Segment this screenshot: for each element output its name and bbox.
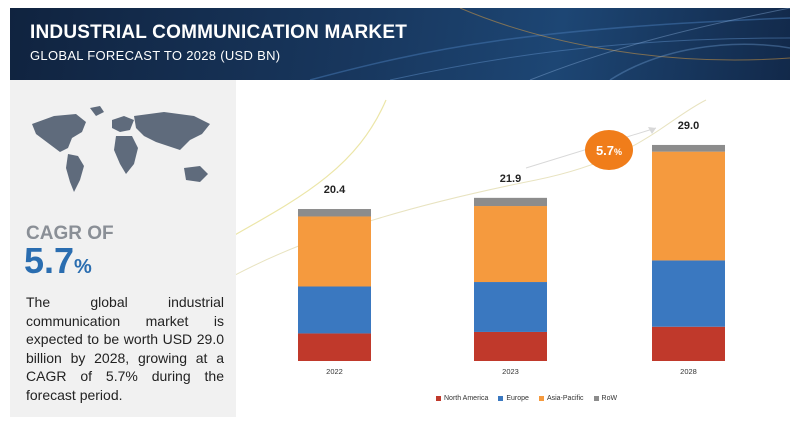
bar-segment-north-america-2023 xyxy=(474,331,547,361)
market-description: The global industrial communication mark… xyxy=(26,294,224,403)
bar-segment-asia-pacific-2023 xyxy=(474,206,547,283)
bar-segment-europe-2028 xyxy=(652,260,725,327)
cagr-number: 5.7 xyxy=(24,240,75,281)
bar-segment-europe-2023 xyxy=(474,282,547,332)
x-tick-label-2022: 2022 xyxy=(326,367,343,376)
summary-panel: CAGR OF 5.7% The global industrial commu… xyxy=(10,80,236,417)
legend-label-north-america: North America xyxy=(444,395,489,402)
legend-swatch-north-america xyxy=(436,396,441,401)
bar-segment-row-2028 xyxy=(652,144,725,152)
cagr-unit: % xyxy=(74,256,92,278)
x-tick-label-2023: 2023 xyxy=(502,367,519,376)
legend-swatch-asia-pacific xyxy=(538,396,544,401)
bar-total-label-2023: 21.9 xyxy=(500,173,521,185)
cagr-label: CAGR OF xyxy=(26,223,114,244)
chart-area: 20.4 2022 21.9 2023 29.0 2028 5.7% North Ameri… xyxy=(225,80,790,417)
legend-label-asia-pacific: Asia-Pacific xyxy=(546,395,584,402)
world-map-icon xyxy=(32,106,210,192)
bar-segment-europe-2022 xyxy=(298,286,371,334)
legend-item-north-america: North America xyxy=(436,395,488,402)
legend-item-asia-pacific: Asia-Pacific xyxy=(538,395,584,402)
bar-total-label-2022: 20.4 xyxy=(324,184,346,196)
legend-swatch-europe xyxy=(498,396,504,401)
legend-label-europe: Europe xyxy=(506,395,529,402)
legend-swatch-row xyxy=(593,396,599,401)
decor-curve xyxy=(225,99,387,241)
chart-legend: North America Europe Asia-Pacific RoW xyxy=(436,395,617,402)
bar-segment-north-america-2022 xyxy=(298,333,371,361)
cagr-badge-label: 5.7% xyxy=(596,143,622,158)
cagr-badge xyxy=(585,130,633,170)
bar-segment-asia-pacific-2022 xyxy=(298,216,371,287)
page-title: INDUSTRIAL COMMUNICATION MARKET xyxy=(30,22,408,43)
bar-segment-row-2022 xyxy=(298,209,371,217)
stacked-bar-chart: 20.4 2022 21.9 2023 29.0 2028 5.7% xyxy=(225,99,725,376)
bar-segment-asia-pacific-2028 xyxy=(652,151,725,261)
bar-segment-row-2023 xyxy=(474,197,547,207)
legend-item-europe: Europe xyxy=(498,395,529,402)
legend-item-row: RoW xyxy=(593,395,618,402)
bar-segment-north-america-2028 xyxy=(652,326,725,361)
legend-label-row: RoW xyxy=(601,395,618,402)
header-decoration xyxy=(309,8,790,80)
cagr-value: 5.7% xyxy=(24,240,92,282)
x-tick-label-2028: 2028 xyxy=(680,367,697,376)
bar-total-label-2028: 29.0 xyxy=(678,120,699,132)
page-subtitle: GLOBAL FORECAST TO 2028 (USD BN) xyxy=(30,48,281,63)
header-banner: INDUSTRIAL COMMUNICATION MARKET GLOBAL F… xyxy=(10,8,790,80)
trend-arrowhead xyxy=(648,127,656,134)
